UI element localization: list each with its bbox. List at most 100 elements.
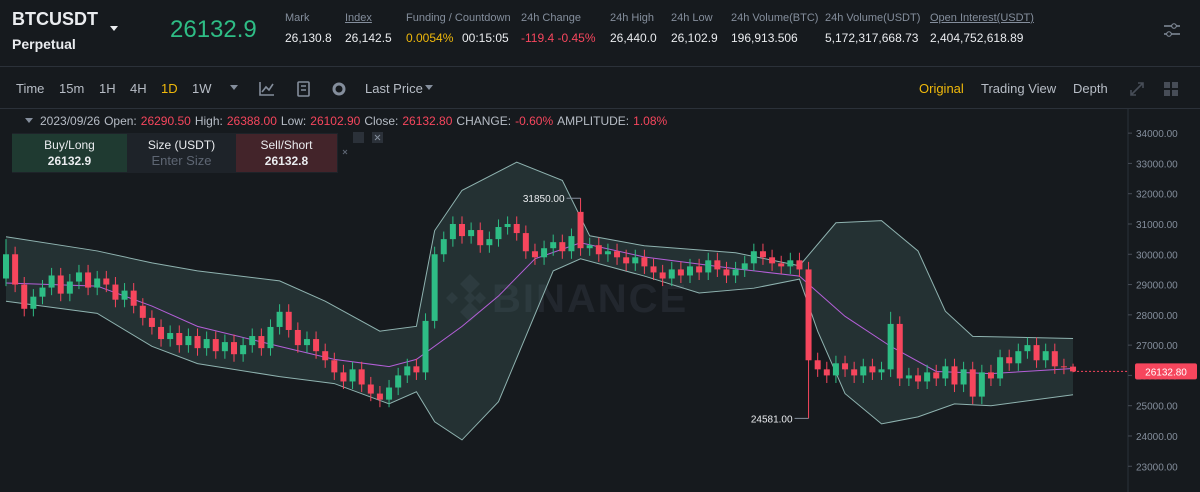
candle-body (869, 366, 876, 373)
interval-tab[interactable]: 1D (161, 81, 178, 96)
price-type-dropdown[interactable] (423, 83, 435, 93)
candle-body (860, 366, 867, 376)
ohlc-value: 26132.80 (402, 114, 453, 128)
candle-body (778, 263, 785, 267)
band-fill (6, 162, 1074, 440)
candle-body (94, 278, 101, 288)
stat-label: 24h Volume(BTC) (731, 12, 819, 24)
last-price: 26132.9 (170, 16, 257, 43)
y-tick-label: 28000.00 (1136, 311, 1178, 322)
annotation-label: 24581.00 (751, 414, 793, 425)
band-line (5, 242, 1074, 375)
candle-body (632, 257, 639, 264)
candle-body (951, 366, 958, 385)
stat-value: 26,142.5 (345, 31, 392, 45)
view-icons[interactable] (1128, 80, 1188, 98)
collapse-icon[interactable] (24, 114, 34, 128)
candle-body (641, 257, 648, 267)
candle-body (185, 336, 192, 346)
candle-body (1015, 351, 1022, 364)
ohlc-bar: 2023/09/26 Open: 26290.50 High: 26388.00 Low:… (24, 114, 671, 128)
size-input[interactable]: Size (USDT) Enter Size (130, 134, 233, 172)
buy-price: 26132.9 (47, 154, 92, 168)
candle-body (623, 257, 630, 264)
candle-body (759, 251, 766, 258)
candle-body (313, 339, 320, 352)
ohlc-label: Low: (280, 114, 307, 128)
candle-body (1024, 345, 1031, 352)
buy-button[interactable]: Buy/Long 26132.9 (12, 134, 127, 172)
candle-body (85, 272, 92, 288)
stat-label: 24h Volume(USDT) (825, 12, 921, 24)
y-tick-label: 23000.00 (1136, 462, 1178, 473)
interval-tab[interactable]: 1H (99, 81, 116, 96)
contract-type: Perpetual (12, 36, 76, 52)
sell-button[interactable]: Sell/Short 26132.8 (236, 134, 337, 172)
stat-value: 26,130.8 (285, 31, 332, 45)
candle-body (905, 375, 912, 379)
candle-body (367, 384, 374, 394)
interval-tab[interactable]: 15m (59, 81, 85, 96)
candle-body (12, 254, 19, 285)
stat-value: 26,440.0 (610, 31, 657, 45)
candle-body (404, 366, 411, 376)
stat-label: 24h Low (671, 12, 713, 24)
toolbar-icons[interactable] (258, 80, 358, 98)
stat-label: Open Interest(USDT) (930, 12, 1034, 24)
candle-body (258, 336, 265, 349)
view-tab[interactable]: Original (919, 81, 964, 96)
symbol-dropdown[interactable] (108, 24, 120, 34)
candle-body (449, 223, 456, 240)
candle-body (1006, 357, 1013, 364)
stat-value: 26,102.9 (671, 31, 718, 45)
view-tab[interactable]: Depth (1073, 81, 1108, 96)
candle-body (851, 369, 858, 376)
candle-body (915, 375, 921, 382)
candle-body (750, 251, 757, 264)
symbol[interactable]: BTCUSDT (12, 9, 98, 29)
y-tick-label: 30000.00 (1136, 250, 1178, 261)
candle-body (550, 242, 557, 249)
stat-value: 0.0054% (406, 31, 454, 45)
size-placeholder: Enter Size (151, 153, 212, 168)
candle-body (1060, 366, 1067, 368)
ohlc-label: CHANGE: (456, 114, 512, 128)
stat-label: 24h Change (521, 12, 581, 24)
stat-label: 24h High (610, 12, 655, 24)
candle-body (714, 260, 721, 270)
ohlc-date: 2023/09/26 (40, 114, 101, 128)
interval-tab[interactable]: 1W (192, 81, 212, 96)
candle-body (440, 239, 447, 255)
candle-body (504, 223, 511, 228)
candle-body (559, 242, 566, 252)
stat-value: 5,172,317,668.73 (825, 31, 919, 45)
ohlc-value: 1.08% (633, 114, 668, 128)
candle-body (267, 326, 274, 349)
ohlc-label: High: (194, 114, 223, 128)
candle-body (541, 248, 548, 258)
candle-body (614, 251, 621, 258)
candle-body (431, 254, 438, 321)
y-tick-label: 31000.00 (1136, 220, 1178, 231)
last-price-label: 26132.80 (1145, 367, 1187, 378)
interval-dropdown[interactable] (228, 83, 240, 93)
candle-body (30, 296, 37, 309)
candle-body (595, 245, 602, 255)
interval-tab[interactable]: 4H (130, 81, 147, 96)
candle-body (322, 351, 329, 361)
candle-body (103, 278, 110, 285)
view-tab[interactable]: Trading View (981, 81, 1057, 96)
candle-body (276, 311, 283, 327)
candle-body (650, 266, 657, 273)
panel-controls[interactable] (339, 130, 389, 160)
candle-body (969, 369, 976, 397)
candle-body (1070, 366, 1077, 372)
interval-tab[interactable]: Time (16, 81, 45, 96)
price-type[interactable]: Last Price (365, 81, 423, 96)
candle-body (3, 254, 9, 279)
candle-body (796, 260, 803, 270)
ohlc-value: 26102.90 (310, 114, 361, 128)
buy-label: Buy/Long (44, 138, 95, 152)
settings-icon[interactable] (1163, 22, 1181, 38)
band-line (5, 258, 1074, 441)
